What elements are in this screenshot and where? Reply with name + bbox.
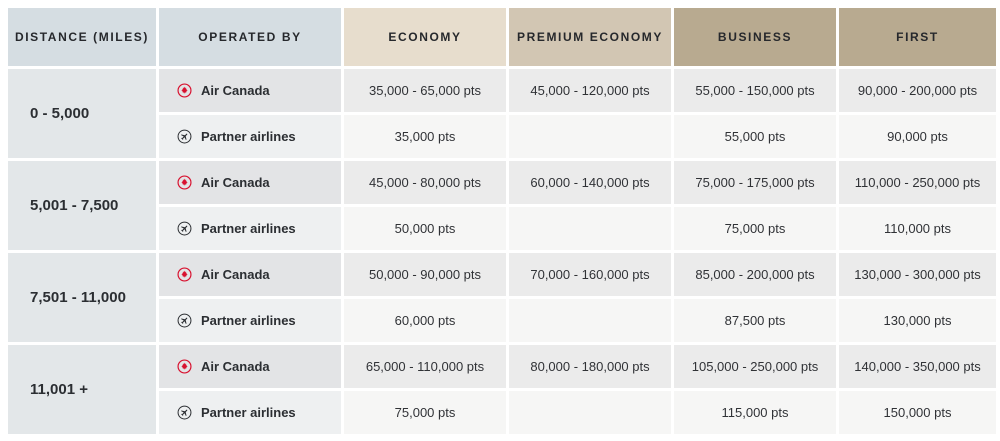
column-header-first: FIRST <box>839 8 996 66</box>
distance-cell: 7,501 - 11,000 <box>8 253 156 342</box>
value-cell-business: 85,000 - 200,000 pts <box>674 253 836 296</box>
value-cell-premium-economy <box>509 115 671 158</box>
air-canada-maple-leaf-icon <box>177 83 192 98</box>
value-cell-business: 75,000 - 175,000 pts <box>674 161 836 204</box>
distance-cell: 11,001 + <box>8 345 156 434</box>
value-cell-economy: 35,000 pts <box>344 115 506 158</box>
distance-cell: 5,001 - 7,500 <box>8 161 156 250</box>
column-header-economy: ECONOMY <box>344 8 506 66</box>
value-cell-premium-economy <box>509 207 671 250</box>
operator-cell-air-canada: Air Canada <box>159 253 341 296</box>
column-header-operated-by: OPERATED BY <box>159 8 341 66</box>
operator-label: Partner airlines <box>201 129 296 144</box>
value-cell-first: 110,000 - 250,000 pts <box>839 161 996 204</box>
value-cell-economy: 75,000 pts <box>344 391 506 434</box>
value-cell-business: 55,000 pts <box>674 115 836 158</box>
operator-cell-partner-airlines: Partner airlines <box>159 299 341 342</box>
column-header-business: BUSINESS <box>674 8 836 66</box>
operator-label: Partner airlines <box>201 405 296 420</box>
operator-cell-air-canada: Air Canada <box>159 161 341 204</box>
operator-label: Air Canada <box>201 359 270 374</box>
circled-airplane-icon <box>177 405 192 420</box>
value-cell-economy: 65,000 - 110,000 pts <box>344 345 506 388</box>
operator-cell-partner-airlines: Partner airlines <box>159 115 341 158</box>
value-cell-business: 105,000 - 250,000 pts <box>674 345 836 388</box>
air-canada-maple-leaf-icon <box>177 359 192 374</box>
award-chart-table: DISTANCE (MILES) OPERATED BY ECONOMY PRE… <box>8 8 996 434</box>
value-cell-premium-economy: 80,000 - 180,000 pts <box>509 345 671 388</box>
value-cell-economy: 35,000 - 65,000 pts <box>344 69 506 112</box>
value-cell-business: 55,000 - 150,000 pts <box>674 69 836 112</box>
column-header-distance: DISTANCE (MILES) <box>8 8 156 66</box>
air-canada-maple-leaf-icon <box>177 267 192 282</box>
value-cell-business: 115,000 pts <box>674 391 836 434</box>
circled-airplane-icon <box>177 221 192 236</box>
value-cell-economy: 60,000 pts <box>344 299 506 342</box>
column-header-premium-economy: PREMIUM ECONOMY <box>509 8 671 66</box>
value-cell-first: 90,000 - 200,000 pts <box>839 69 996 112</box>
value-cell-premium-economy: 60,000 - 140,000 pts <box>509 161 671 204</box>
operator-cell-partner-airlines: Partner airlines <box>159 207 341 250</box>
value-cell-premium-economy <box>509 391 671 434</box>
value-cell-economy: 45,000 - 80,000 pts <box>344 161 506 204</box>
value-cell-business: 75,000 pts <box>674 207 836 250</box>
circled-airplane-icon <box>177 129 192 144</box>
operator-label: Air Canada <box>201 175 270 190</box>
distance-cell: 0 - 5,000 <box>8 69 156 158</box>
value-cell-premium-economy: 45,000 - 120,000 pts <box>509 69 671 112</box>
value-cell-first: 130,000 - 300,000 pts <box>839 253 996 296</box>
value-cell-first: 90,000 pts <box>839 115 996 158</box>
value-cell-economy: 50,000 - 90,000 pts <box>344 253 506 296</box>
operator-label: Partner airlines <box>201 221 296 236</box>
value-cell-premium-economy <box>509 299 671 342</box>
operator-label: Air Canada <box>201 267 270 282</box>
operator-label: Partner airlines <box>201 313 296 328</box>
value-cell-first: 130,000 pts <box>839 299 996 342</box>
value-cell-first: 140,000 - 350,000 pts <box>839 345 996 388</box>
value-cell-business: 87,500 pts <box>674 299 836 342</box>
operator-cell-air-canada: Air Canada <box>159 69 341 112</box>
value-cell-first: 110,000 pts <box>839 207 996 250</box>
value-cell-premium-economy: 70,000 - 160,000 pts <box>509 253 671 296</box>
operator-label: Air Canada <box>201 83 270 98</box>
operator-cell-partner-airlines: Partner airlines <box>159 391 341 434</box>
operator-cell-air-canada: Air Canada <box>159 345 341 388</box>
value-cell-first: 150,000 pts <box>839 391 996 434</box>
air-canada-maple-leaf-icon <box>177 175 192 190</box>
value-cell-economy: 50,000 pts <box>344 207 506 250</box>
circled-airplane-icon <box>177 313 192 328</box>
